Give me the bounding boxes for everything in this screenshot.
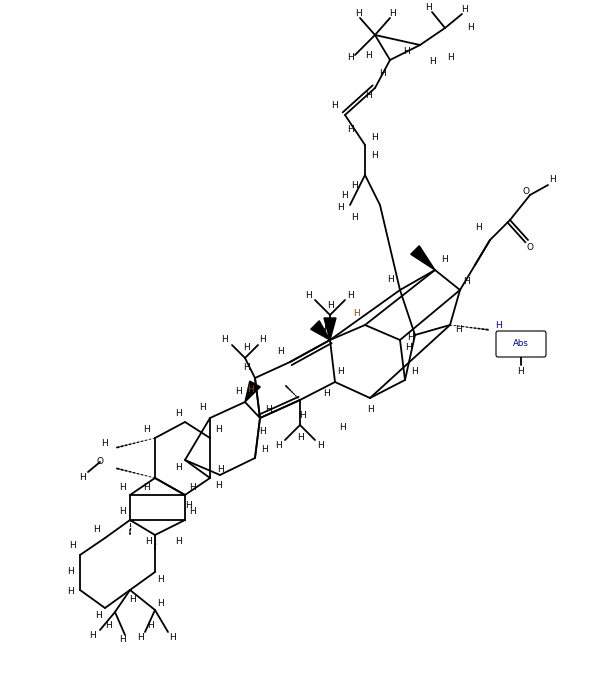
- Text: H: H: [157, 576, 163, 585]
- Text: H: H: [337, 367, 343, 376]
- Text: H: H: [234, 387, 242, 397]
- Text: H: H: [175, 408, 182, 417]
- Text: H: H: [367, 406, 373, 415]
- Text: H: H: [355, 10, 361, 18]
- Polygon shape: [410, 246, 435, 270]
- Text: H: H: [365, 92, 371, 100]
- Text: H: H: [380, 70, 386, 79]
- Text: Abs: Abs: [513, 339, 529, 348]
- Text: H: H: [549, 176, 555, 184]
- Text: H: H: [246, 385, 254, 395]
- Text: H: H: [475, 223, 481, 232]
- Text: H: H: [264, 406, 272, 415]
- Text: H: H: [517, 367, 525, 376]
- Text: H: H: [93, 525, 99, 535]
- Text: H: H: [198, 404, 206, 413]
- Text: O: O: [522, 188, 529, 197]
- Text: H: H: [365, 51, 371, 61]
- Text: H: H: [215, 481, 221, 490]
- Text: H: H: [442, 255, 448, 264]
- Text: H: H: [371, 133, 379, 143]
- Text: H: H: [94, 611, 102, 620]
- Text: H: H: [102, 439, 108, 449]
- Text: H: H: [332, 100, 338, 109]
- Text: H: H: [88, 632, 96, 641]
- Text: H: H: [403, 48, 409, 57]
- Text: H: H: [261, 445, 267, 454]
- Text: H: H: [430, 57, 436, 66]
- Text: H: H: [454, 326, 462, 335]
- Text: H: H: [144, 484, 150, 492]
- Text: H: H: [448, 53, 454, 61]
- Text: H: H: [185, 501, 191, 510]
- Text: H: H: [67, 568, 73, 576]
- Text: H: H: [386, 275, 394, 285]
- Text: H: H: [389, 10, 397, 18]
- Text: H: H: [347, 53, 353, 61]
- Text: H: H: [466, 23, 474, 33]
- Text: H: H: [118, 635, 126, 645]
- Text: H: H: [175, 538, 182, 546]
- Text: H: H: [157, 600, 163, 609]
- Text: H: H: [145, 538, 151, 546]
- Text: H: H: [276, 348, 284, 357]
- Text: H: H: [297, 432, 304, 441]
- Text: H: H: [495, 320, 501, 329]
- Text: H: H: [323, 389, 329, 398]
- Text: H: H: [79, 473, 85, 482]
- Text: H: H: [463, 277, 471, 286]
- Text: H: H: [317, 441, 323, 449]
- Text: H: H: [305, 290, 311, 300]
- Text: H: H: [243, 344, 249, 352]
- Text: H: H: [215, 426, 221, 434]
- Text: H: H: [352, 214, 358, 223]
- Text: H: H: [347, 290, 353, 300]
- Text: H: H: [118, 484, 126, 492]
- FancyBboxPatch shape: [496, 331, 546, 357]
- Text: H: H: [326, 301, 334, 311]
- Text: H: H: [425, 3, 432, 12]
- Text: H: H: [462, 5, 468, 14]
- Text: H: H: [216, 466, 224, 475]
- Text: H: H: [338, 423, 346, 432]
- Text: H: H: [260, 335, 266, 344]
- Text: H: H: [319, 326, 325, 335]
- Text: H: H: [353, 309, 359, 318]
- Text: H: H: [337, 204, 343, 212]
- Text: H: H: [243, 363, 249, 372]
- Text: H: H: [105, 620, 111, 630]
- Text: O: O: [97, 458, 103, 466]
- Text: H: H: [410, 367, 417, 376]
- Text: H: H: [136, 634, 144, 643]
- Text: H: H: [341, 191, 349, 199]
- Text: H: H: [189, 484, 195, 492]
- Text: H: H: [299, 410, 305, 419]
- Text: H: H: [67, 587, 73, 596]
- Text: H: H: [407, 333, 413, 342]
- Text: H: H: [129, 596, 135, 604]
- Text: H: H: [189, 507, 195, 516]
- Text: H: H: [404, 344, 411, 352]
- Polygon shape: [324, 318, 336, 340]
- Text: H: H: [275, 441, 281, 449]
- Text: H: H: [144, 426, 150, 434]
- Text: H: H: [169, 634, 175, 643]
- Text: H: H: [347, 126, 353, 135]
- Text: O: O: [526, 244, 534, 253]
- Polygon shape: [311, 321, 330, 340]
- Polygon shape: [245, 381, 260, 402]
- Text: H: H: [175, 464, 182, 473]
- Text: H: H: [350, 180, 358, 189]
- Text: H: H: [147, 620, 153, 630]
- Text: H: H: [118, 507, 126, 516]
- Text: H: H: [222, 335, 228, 344]
- Text: H: H: [258, 428, 266, 436]
- Text: H: H: [69, 542, 75, 550]
- Text: H: H: [371, 150, 379, 160]
